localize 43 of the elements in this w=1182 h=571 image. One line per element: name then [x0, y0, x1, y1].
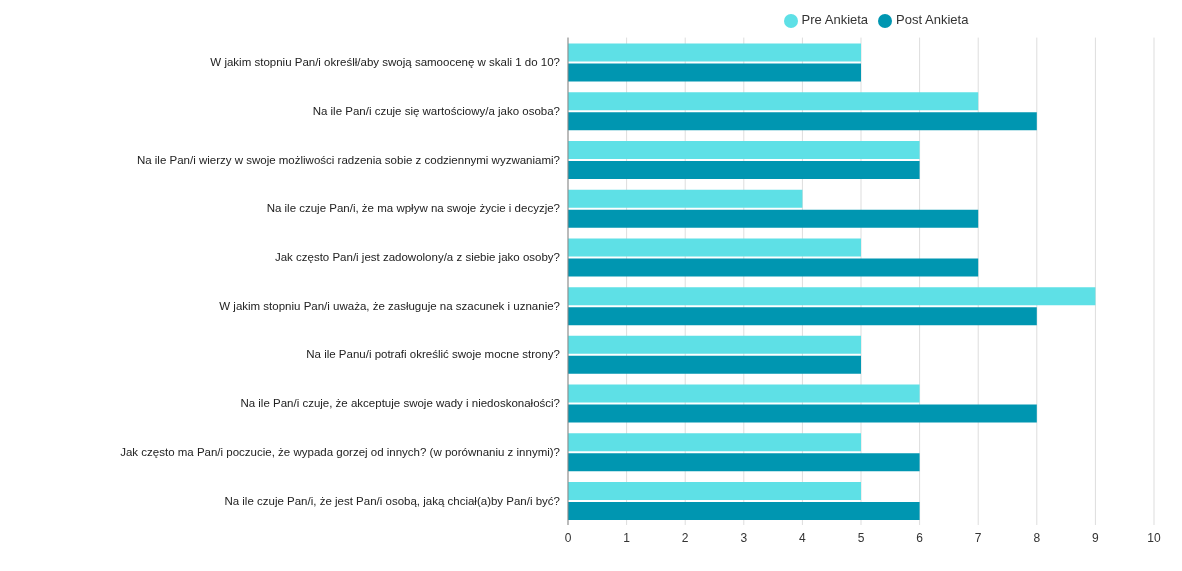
bar — [568, 355, 861, 374]
bar — [568, 63, 861, 82]
bar — [568, 160, 920, 179]
x-tick-label: 6 — [916, 530, 924, 545]
bar — [568, 112, 1037, 131]
x-tick-label: 2 — [681, 530, 689, 545]
bar — [568, 258, 979, 277]
y-tick-label: W jakim stopniu Pan/i określł/aby swoją samoocenę w skali 1 do 10? — [210, 56, 560, 69]
bar — [568, 92, 979, 111]
x-tick-label: 4 — [799, 530, 807, 545]
y-tick-label: Na ile czuje Pan/i, że jest Pan/i osobą, jaką chciał(a)by Pan/i być? — [224, 494, 560, 507]
x-tick-label: 8 — [1033, 530, 1041, 545]
y-tick-label: Na ile Pan/i czuje, że akceptuje swoje wady i niedoskonałości? — [240, 397, 560, 410]
legend-label: Post Ankieta — [896, 12, 969, 27]
x-tick-label: 5 — [857, 530, 865, 545]
y-tick-label: Na ile Panu/i potrafi określić swoje mocne strony? — [306, 348, 560, 361]
bar — [568, 307, 1037, 326]
y-tick-label: W jakim stopniu Pan/i uważa, że zasługuje na szacunek i uznanie? — [219, 299, 560, 312]
bar — [568, 453, 920, 472]
x-tick-label: 7 — [974, 530, 982, 545]
y-tick-label: Na ile Pan/i czuje się wartościowy/a jako osoba? — [312, 104, 560, 117]
bar — [568, 502, 920, 521]
x-tick-label: 10 — [1147, 530, 1161, 545]
bar — [568, 287, 1096, 306]
y-tick-label: Na ile Pan/i wierzy w swoje możliwości radzenia sobie z codziennymi wyzwaniami? — [136, 153, 560, 166]
bar — [568, 384, 920, 403]
bar — [568, 209, 979, 228]
bar — [568, 482, 861, 501]
y-tick-label: Jak często Pan/i jest zadowolony/a z siebie jako osoby? — [274, 250, 560, 263]
bar — [568, 238, 861, 257]
bar — [568, 140, 920, 159]
bar — [568, 433, 861, 452]
y-tick-label: Jak często ma Pan/i poczucie, że wypada gorzej od innych? (w porównaniu z innymi)? — [120, 445, 560, 458]
x-tick-label: 0 — [564, 530, 572, 545]
bar — [568, 189, 803, 208]
legend-label: Pre Ankieta — [801, 12, 869, 27]
bar — [568, 404, 1037, 423]
x-tick-label: 9 — [1092, 530, 1100, 545]
x-tick-label: 1 — [623, 530, 631, 545]
bar — [568, 335, 861, 354]
y-tick-label: Na ile czuje Pan/i, że ma wpływ na swoje życie i decyzje? — [266, 202, 560, 215]
bar — [568, 43, 861, 62]
x-tick-label: 3 — [740, 530, 748, 545]
